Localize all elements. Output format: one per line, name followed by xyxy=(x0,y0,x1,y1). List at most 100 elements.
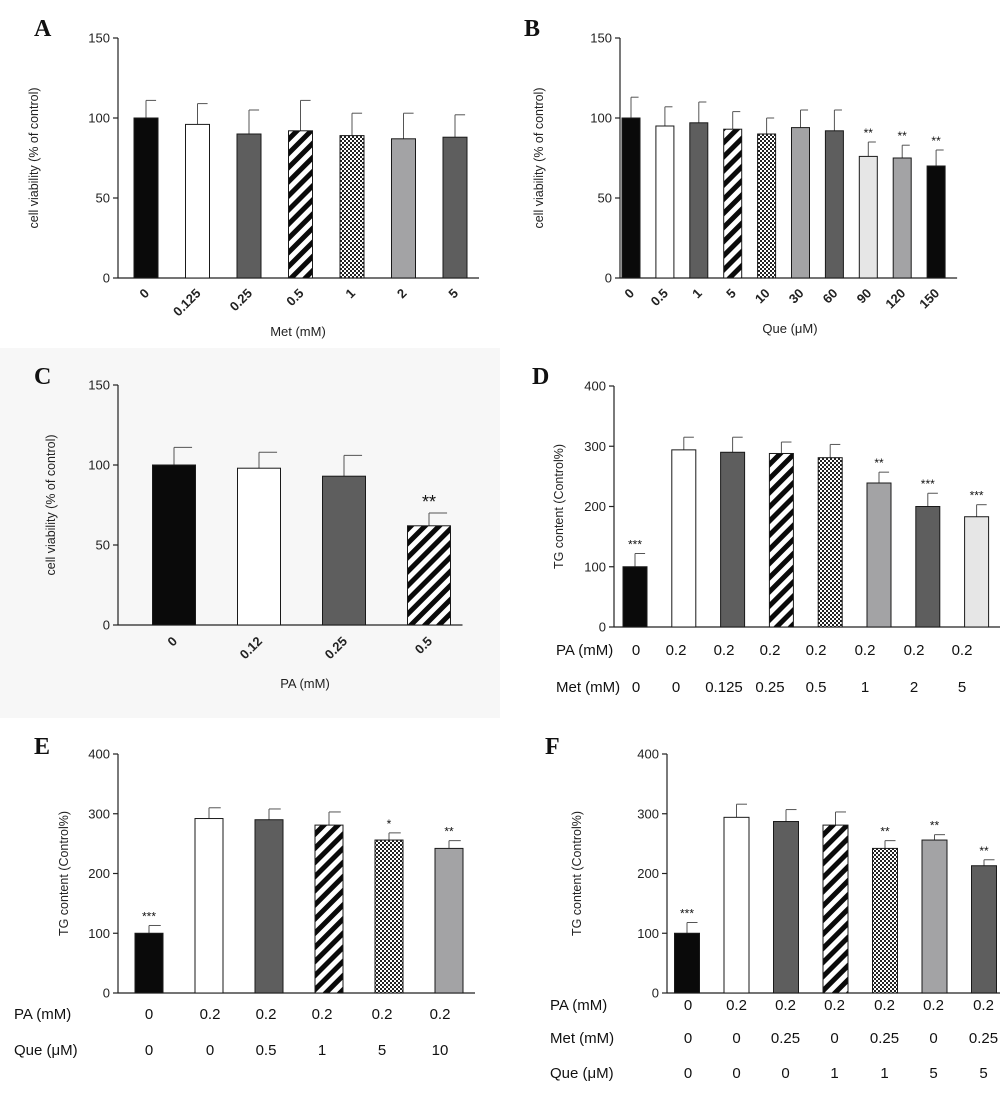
bar xyxy=(434,847,464,994)
bar xyxy=(773,821,799,994)
x-tick-label: 0.125 xyxy=(170,286,204,320)
bar xyxy=(374,839,404,994)
bar xyxy=(152,464,196,626)
x-tick-label: 120 xyxy=(882,286,908,312)
table-cell: 0.2 xyxy=(923,997,944,1014)
y-tick-label: 0 xyxy=(652,986,659,1001)
bar xyxy=(671,449,697,628)
bar xyxy=(133,117,159,279)
bar xyxy=(858,155,878,279)
x-tick-label: 1 xyxy=(342,286,358,302)
y-tick-label: 400 xyxy=(637,747,659,762)
table-cell: 0 xyxy=(732,1030,740,1047)
bar xyxy=(872,847,898,994)
x-tick-label: 0.25 xyxy=(322,634,351,663)
bar xyxy=(185,123,210,279)
table-row-label: PA (mM) xyxy=(550,997,607,1014)
significance-label: ** xyxy=(898,129,908,143)
y-tick-label: 100 xyxy=(88,111,110,126)
bar xyxy=(921,839,948,994)
table-cell: 0.125 xyxy=(705,679,743,696)
bar xyxy=(621,117,641,279)
table-cell: 0 xyxy=(781,1065,789,1082)
table-row-label: PA (mM) xyxy=(556,642,613,659)
x-tick-label: 0.5 xyxy=(648,286,671,309)
table-cell: 0 xyxy=(929,1030,937,1047)
bar xyxy=(822,824,849,994)
table-cell: 0 xyxy=(206,1042,214,1059)
bar xyxy=(674,932,700,994)
table-cell: 0 xyxy=(684,997,692,1014)
bar xyxy=(339,135,365,279)
x-tick-label: 30 xyxy=(786,286,807,307)
y-axis-label: TG content (Control%) xyxy=(57,811,71,936)
significance-label: ** xyxy=(880,825,890,839)
y-tick-label: 400 xyxy=(88,747,110,762)
x-axis-label: Met (mM) xyxy=(270,324,326,339)
significance-label: ** xyxy=(874,456,884,470)
table-cell: 5 xyxy=(929,1065,937,1082)
x-tick-label: 10 xyxy=(752,286,773,307)
y-tick-label: 300 xyxy=(88,806,110,821)
table-cell: 0.2 xyxy=(824,997,845,1014)
bar xyxy=(824,130,844,279)
significance-label: ** xyxy=(930,819,940,833)
table-row-label: Met (mM) xyxy=(550,1030,614,1047)
bar xyxy=(194,818,224,994)
panel-label: A xyxy=(34,16,52,42)
panel-label: D xyxy=(532,364,549,390)
significance-label: ** xyxy=(979,844,989,858)
x-tick-label: 0 xyxy=(164,634,180,650)
panel-label: B xyxy=(524,16,540,42)
x-tick-label: 60 xyxy=(820,286,841,307)
table-cell: 0 xyxy=(632,642,640,659)
y-tick-label: 0 xyxy=(599,620,606,635)
x-tick-label: 0 xyxy=(136,286,152,302)
table-cell: 0.25 xyxy=(870,1030,899,1047)
table-cell: 0.2 xyxy=(904,642,925,659)
table-cell: 0 xyxy=(684,1030,692,1047)
y-tick-label: 0 xyxy=(103,618,110,633)
y-tick-label: 200 xyxy=(88,866,110,881)
table-cell: 0.2 xyxy=(430,1006,451,1023)
bar xyxy=(314,824,344,994)
significance-label: *** xyxy=(970,489,984,503)
significance-label: *** xyxy=(628,537,642,551)
table-cell: 0 xyxy=(684,1065,692,1082)
table-cell: 0.2 xyxy=(855,642,876,659)
table-cell: 0.2 xyxy=(973,997,994,1014)
table-cell: 0.25 xyxy=(771,1030,800,1047)
x-tick-label: 0.5 xyxy=(412,634,435,657)
x-tick-label: 5 xyxy=(445,286,461,302)
y-tick-label: 300 xyxy=(637,806,659,821)
bar xyxy=(236,133,262,279)
table-cell: 0 xyxy=(145,1006,153,1023)
table-cell: 0.2 xyxy=(806,642,827,659)
y-tick-label: 100 xyxy=(88,458,110,473)
bar xyxy=(391,138,416,279)
y-tick-label: 300 xyxy=(584,439,606,454)
y-tick-label: 0 xyxy=(103,271,110,286)
panel-c: C 0 50 100 150 cell viability (% of control) *… xyxy=(34,364,463,691)
table-cell: 0.5 xyxy=(806,679,827,696)
significance-label: ** xyxy=(864,126,874,140)
table-row-label: PA (mM) xyxy=(14,1006,71,1023)
bar xyxy=(720,451,746,628)
table-cell: 0.25 xyxy=(969,1030,998,1047)
bar xyxy=(791,127,810,279)
y-tick-label: 100 xyxy=(637,926,659,941)
y-tick-label: 100 xyxy=(590,111,612,126)
y-axis-label: TG content (Control%) xyxy=(552,444,566,569)
table-row-label: Que (μM) xyxy=(14,1042,78,1059)
bar xyxy=(322,475,366,626)
bar xyxy=(134,932,164,994)
table-cell: 0.2 xyxy=(952,642,973,659)
x-tick-label: 0.5 xyxy=(283,286,306,309)
y-tick-label: 100 xyxy=(88,926,110,941)
y-tick-label: 200 xyxy=(637,866,659,881)
y-axis-label: TG content (Control%) xyxy=(570,811,584,936)
table-cell: 0.2 xyxy=(256,1006,277,1023)
